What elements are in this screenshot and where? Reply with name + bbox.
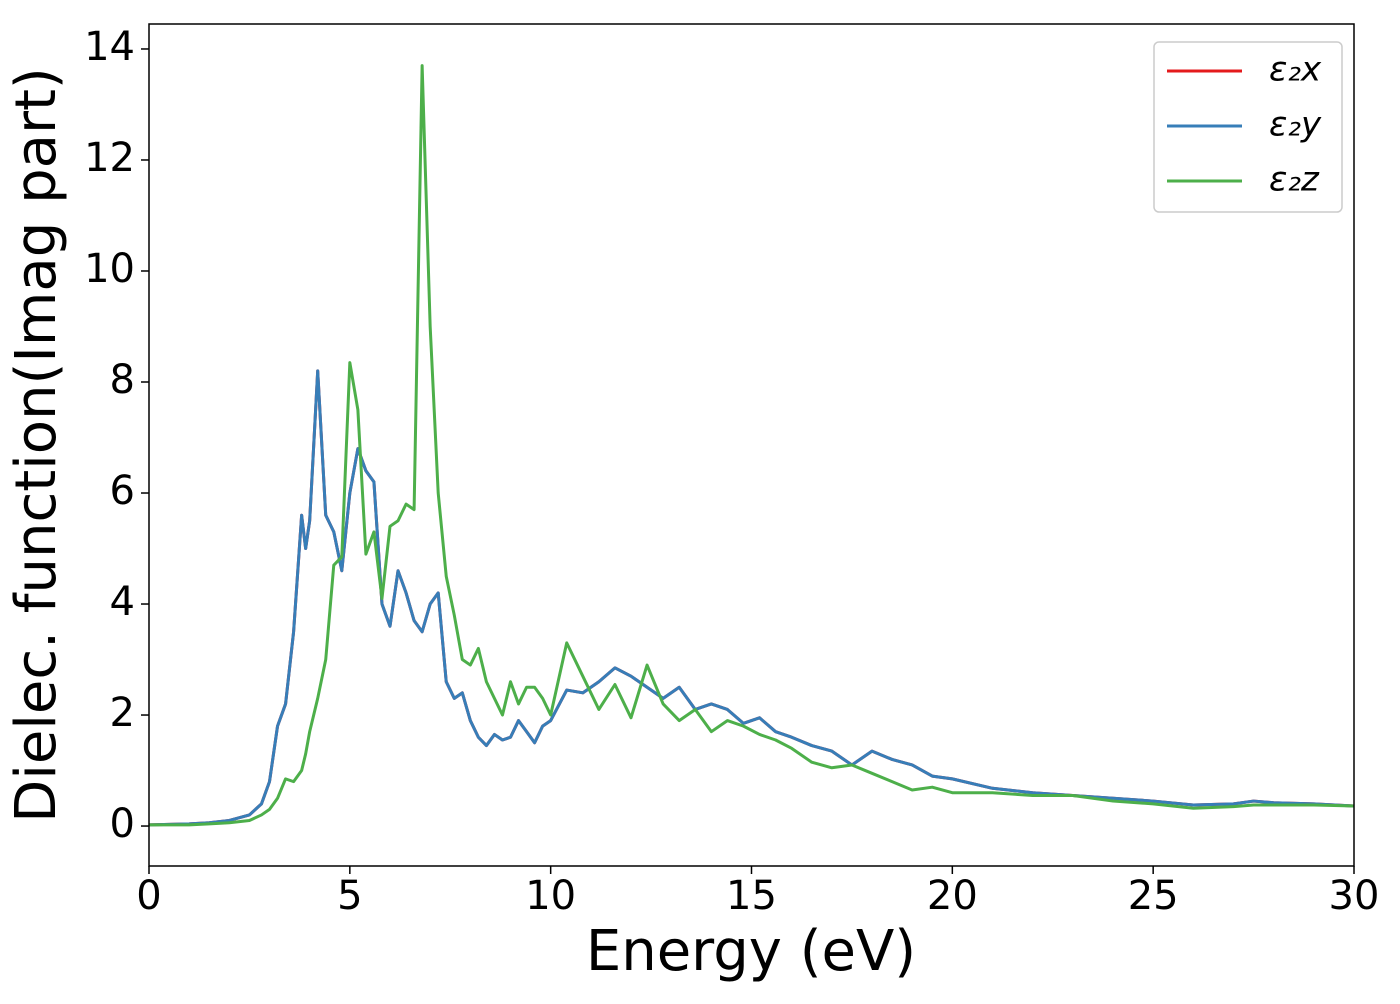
legend-box — [1153, 41, 1343, 213]
y-tick-label: 2 — [110, 690, 135, 736]
series-line — [149, 64, 1355, 827]
plot-frame — [148, 23, 1355, 867]
y-tick-label: 4 — [110, 579, 135, 625]
y-tick-label: 10 — [84, 246, 135, 292]
legend-label: ε₂z — [1269, 160, 1320, 200]
y-tick-label: 14 — [84, 24, 135, 70]
y-tick-label: 6 — [110, 468, 135, 514]
x-tick-label: 0 — [136, 873, 161, 919]
y-tick-label: 8 — [110, 357, 135, 403]
y-tick-label: 0 — [110, 801, 135, 847]
y-tick-label: 12 — [84, 135, 135, 181]
x-tick-label: 30 — [1329, 873, 1380, 919]
legend-label: ε₂x — [1269, 50, 1322, 90]
legend-label: ε₂y — [1269, 105, 1322, 145]
x-tick-label: 10 — [525, 873, 576, 919]
x-tick-label: 5 — [337, 873, 362, 919]
x-tick-label: 25 — [1128, 873, 1179, 919]
x-axis-label: Energy (eV) — [586, 919, 916, 984]
x-tick-label: 20 — [927, 873, 978, 919]
x-tick-label: 15 — [726, 873, 777, 919]
series-line — [148, 369, 1355, 827]
y-axis-label: Dielec. function(Imag part) — [4, 67, 69, 823]
